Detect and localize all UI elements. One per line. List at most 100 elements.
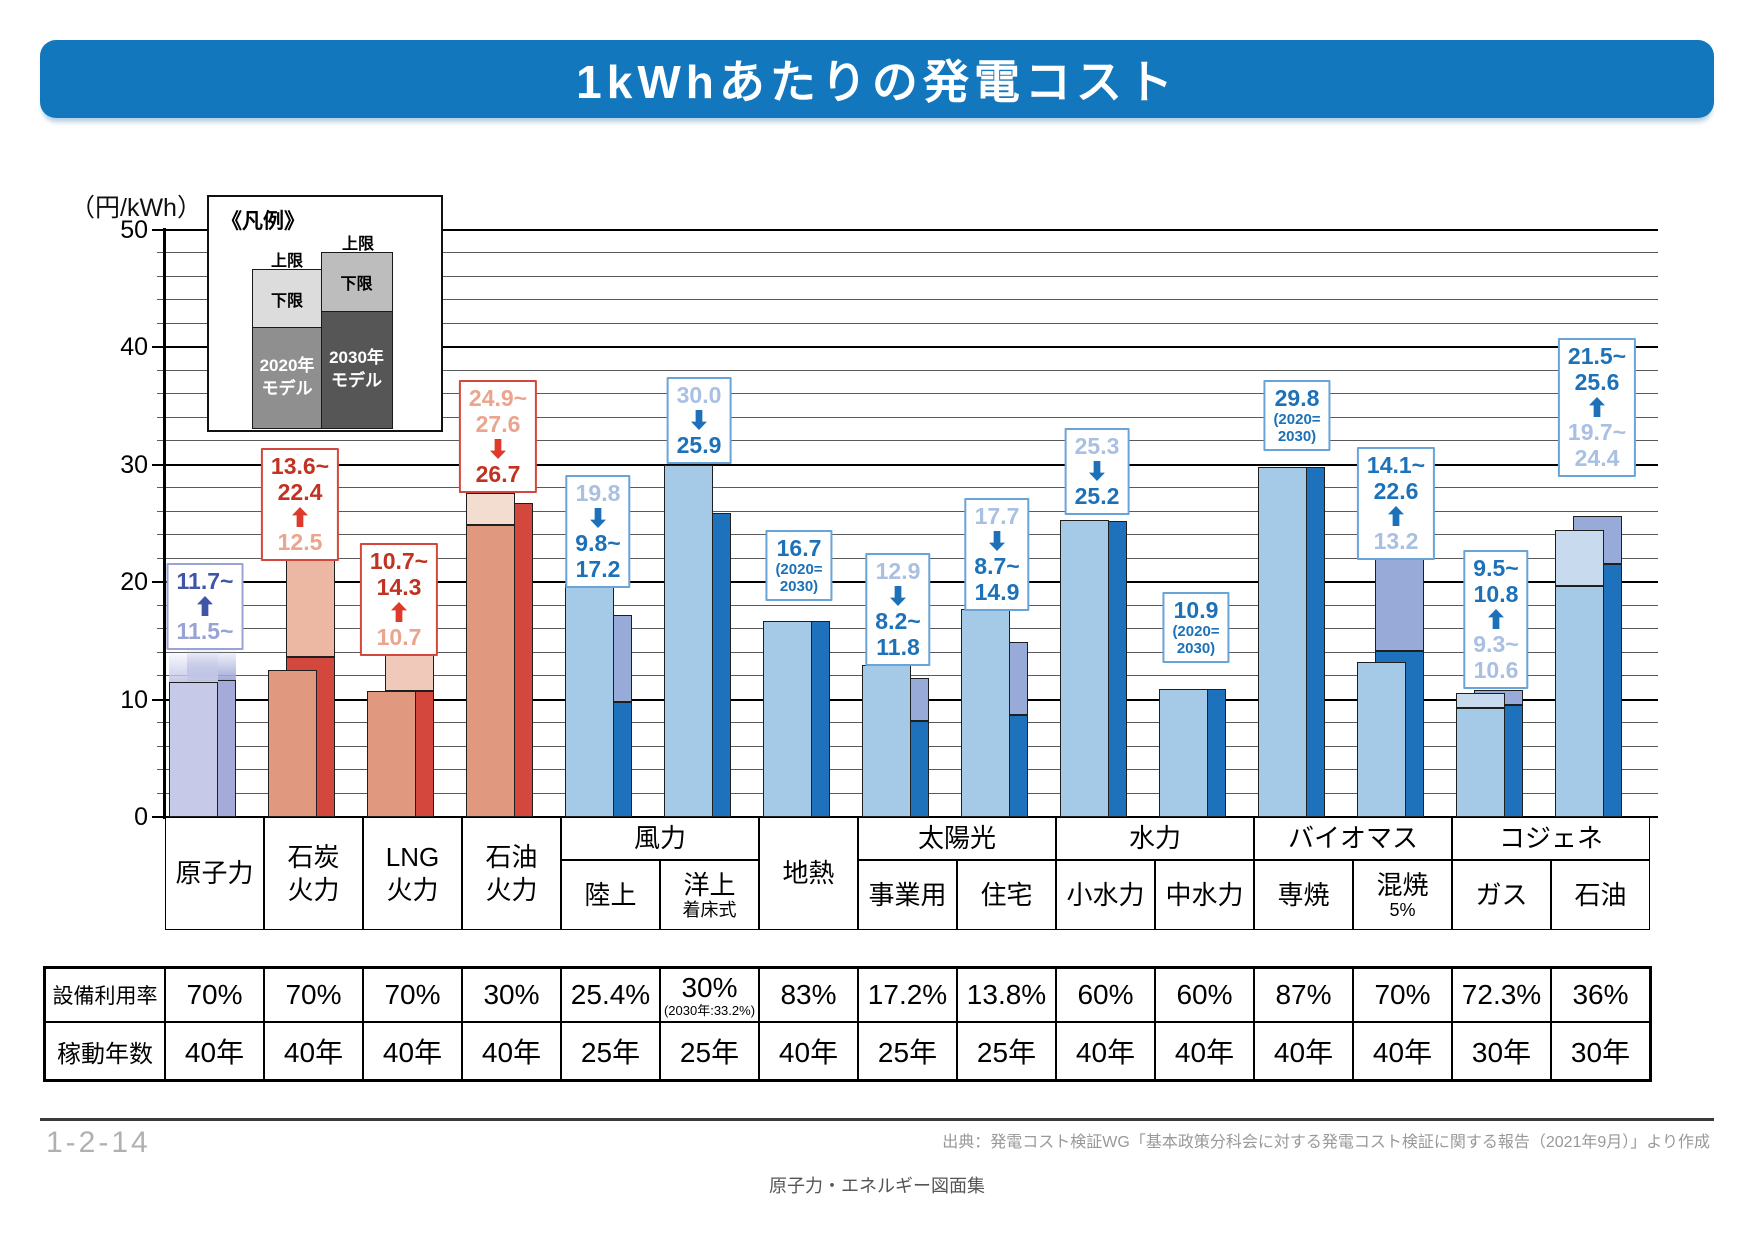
page-title: 1kWhあたりの発電コスト: [576, 56, 1178, 108]
gridline-34: [157, 416, 1658, 418]
annotation-value: 22.4: [277, 479, 323, 505]
annotation-oil: 24.9~ 27.6 26.7: [458, 380, 538, 493]
gridline-30: [152, 463, 1658, 466]
increase-arrow-icon: [291, 507, 308, 527]
bar-2020-biomass-cofiring: [1357, 661, 1406, 817]
annotation-value: 13.2: [1373, 528, 1419, 554]
column-label-lng: LNG 火力: [363, 817, 462, 930]
gridline-44: [157, 299, 1658, 301]
column-label-wind-offshore: 洋上 着床式: [660, 860, 759, 930]
increase-arrow-icon: [197, 596, 213, 616]
legend-2030-model-label: 2030年モデル: [329, 348, 384, 390]
annotation-hydro-small: 25.3 25.2: [1064, 428, 1130, 515]
annotation-value: 10.7: [376, 624, 422, 650]
years-hydro-medium: 40年: [1155, 1022, 1254, 1080]
years-geothermal: 40年: [759, 1022, 858, 1080]
bar-2020-nuclear-fade: [169, 649, 218, 682]
annotation-value: 11.8: [876, 634, 920, 660]
column-label-biomass-cofiring: 混焼 5%: [1353, 860, 1452, 930]
capacity-hydro-medium: 60%: [1155, 968, 1254, 1022]
y-tick-label-40: 40: [120, 333, 148, 362]
annotation-value: (2020=: [1172, 623, 1220, 640]
y-axis-line: [163, 227, 166, 819]
column-label-biomass-dedicated: 専焼: [1254, 860, 1353, 930]
capacity-lng: 70%: [363, 968, 462, 1022]
capacity-biomass-dedicated: 87%: [1254, 968, 1353, 1022]
decrease-arrow-icon: [989, 531, 1005, 551]
annotation-value: 14.3: [376, 574, 422, 600]
stats-row-label-years: 稼動年数: [45, 1022, 165, 1080]
column-group-太陽光: 太陽光: [858, 817, 1056, 860]
column-group-バイオマス: バイオマス: [1254, 817, 1452, 860]
years-wind-offshore: 25年: [660, 1022, 759, 1080]
years-lng: 40年: [363, 1022, 462, 1080]
annotation-value: 12.9: [875, 558, 921, 584]
annotation-value: 10.9: [1173, 597, 1219, 623]
bar-2020-lng: [367, 691, 416, 817]
column-group-コジェネ: コジェネ: [1452, 817, 1650, 860]
annotation-value: 2030): [1176, 640, 1216, 657]
annotation-value: 25.3: [1074, 433, 1120, 459]
bar-2020-wind-onshore: [565, 584, 614, 817]
gridline-46: [157, 275, 1658, 277]
annotation-value: (2020=: [775, 561, 823, 578]
capacity-cogen-oil: 36%: [1551, 968, 1650, 1022]
column-group-水力: 水力: [1056, 817, 1254, 860]
annotation-nuclear: 11.7~ 11.5~: [166, 563, 244, 650]
annotation-value: 25.9: [676, 432, 722, 458]
bar-2020-solar-residential: [961, 609, 1010, 817]
years-nuclear: 40年: [165, 1022, 264, 1080]
capacity-hydro-small: 60%: [1056, 968, 1155, 1022]
increase-arrow-icon: [1588, 397, 1605, 417]
years-biomass-cofiring: 40年: [1353, 1022, 1452, 1080]
annotation-value: 17.2: [575, 556, 621, 582]
legend-upper-label-2020: 上限: [270, 253, 303, 270]
column-label-solar-residential: 住宅: [957, 860, 1056, 930]
years-coal: 40年: [264, 1022, 363, 1080]
years-hydro-small: 40年: [1056, 1022, 1155, 1080]
decrease-arrow-icon: [690, 410, 707, 430]
bar-2020-oil: [466, 524, 515, 817]
column-group-風力: 風力: [561, 817, 759, 860]
annotation-value: 2030): [1277, 428, 1317, 445]
gridline-26: [157, 510, 1658, 512]
y-tick-label-0: 0: [134, 803, 148, 831]
increase-arrow-icon: [390, 602, 407, 622]
years-solar-residential: 25年: [957, 1022, 1056, 1080]
capacity-wind-onshore: 25.4%: [561, 968, 660, 1022]
annotation-hydro-medium: 10.9 (2020= 2030): [1162, 592, 1230, 663]
annotation-value: 14.1~: [1366, 452, 1426, 478]
annotation-value: 2030): [779, 578, 819, 595]
gridline-48: [157, 252, 1658, 254]
bar-2020-cogen-gas-upper: [1456, 692, 1505, 708]
annotation-value: 22.6: [1373, 478, 1419, 504]
annotation-value: 25.6: [1574, 369, 1620, 395]
bar-2020-hydro-medium: [1159, 688, 1208, 817]
annotation-value: 13.6~: [270, 453, 330, 479]
source-note: 出典：発電コスト検証WG「基本政策分科会に対する発電コスト検証に関する報告（20…: [942, 1134, 1710, 1151]
annotation-wind-onshore: 19.8 9.8~ 17.2: [565, 475, 631, 588]
annotation-value: 16.7: [776, 535, 822, 561]
capacity-cogen-gas: 72.3%: [1452, 968, 1551, 1022]
annotation-cogen-oil: 21.5~ 25.6 19.7~ 24.4: [1557, 338, 1637, 477]
gridline-28: [157, 487, 1658, 489]
stats-row-label-capacity: 設備利用率: [45, 968, 165, 1022]
y-tick-label-20: 20: [120, 568, 148, 597]
annotation-value: 25.2: [1074, 483, 1120, 509]
y-tick-label-50: 50: [120, 215, 148, 244]
annotation-value: 17.7: [974, 503, 1020, 529]
column-label-hydro-medium: 中水力: [1155, 860, 1254, 930]
capacity-oil: 30%: [462, 968, 561, 1022]
legend-2030-upper-range-swatch: 下限: [320, 252, 393, 312]
gridline-40: [152, 346, 1658, 349]
years-biomass-dedicated: 40年: [1254, 1022, 1353, 1080]
annotation-value: 29.8: [1274, 385, 1320, 411]
column-label-coal: 石炭 火力: [264, 817, 363, 930]
bar-2020-oil-upper: [466, 492, 515, 525]
bar-2020-hydro-small: [1060, 519, 1109, 817]
annotation-value: 26.7: [475, 461, 521, 487]
capacity-coal: 70%: [264, 968, 363, 1022]
column-label-solar-utility: 事業用: [858, 860, 957, 930]
annotation-value: 14.9: [974, 579, 1020, 605]
